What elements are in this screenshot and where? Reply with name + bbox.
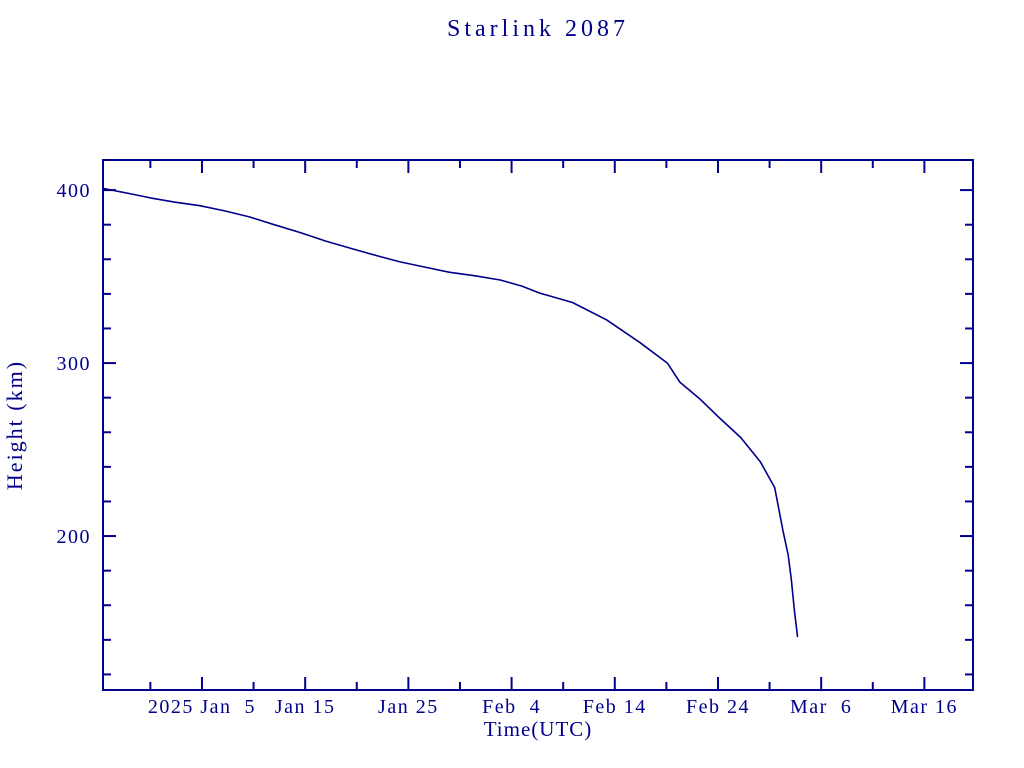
x-tick-label: Jan 15 — [275, 696, 336, 718]
x-tick-label: Mar 16 — [891, 696, 958, 718]
y-tick-label: 300 — [57, 353, 92, 375]
x-tick-label: Feb 4 — [482, 696, 541, 718]
chart-title: Starlink 2087 — [447, 16, 629, 42]
y-axis-title: Height (km) — [2, 359, 27, 491]
y-tick-label: 400 — [57, 180, 92, 202]
x-tick-label: Mar 6 — [790, 696, 852, 718]
x-tick-label: 2025 Jan 5 — [148, 696, 256, 718]
x-axis-title: Time(UTC) — [483, 717, 593, 741]
y-tick-label: 200 — [57, 526, 92, 548]
x-tick-label: Feb 14 — [583, 696, 647, 718]
x-tick-label: Jan 25 — [378, 696, 439, 718]
height-decay-curve — [102, 187, 799, 638]
x-tick-label: Feb 24 — [686, 696, 750, 718]
axes-frame — [102, 159, 974, 691]
